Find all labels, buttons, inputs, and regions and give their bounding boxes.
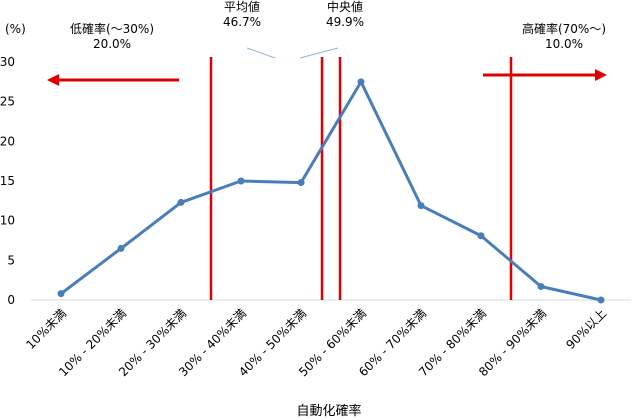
mean-annotation-value: 46.7%	[223, 15, 261, 29]
y-tick-label: 5	[7, 253, 15, 267]
y-tick-label: 10	[0, 214, 15, 228]
data-point	[537, 283, 545, 291]
annotations: 低確率(〜30%) 20.0% 平均値 46.7% 中央値 49.9% 高確率(…	[47, 0, 607, 86]
low-annotation-value: 20.0%	[93, 37, 131, 51]
y-tick-label: 25	[0, 95, 15, 109]
median-annotation-label: 中央値	[327, 0, 363, 14]
data-point	[477, 232, 485, 240]
data-point	[357, 78, 365, 86]
x-tick-label: 10%未満	[23, 306, 69, 352]
mean-leader-line	[246, 47, 276, 59]
median-annotation-value: 49.9%	[326, 15, 364, 29]
y-tick-label: 20	[0, 134, 15, 148]
reference-lines	[209, 57, 513, 300]
y-tick-label: 15	[0, 174, 15, 188]
y-tick-label: 30	[0, 55, 15, 69]
data-point	[597, 296, 605, 304]
series-layer	[57, 78, 605, 304]
high-annotation-label: 高確率(70%〜)	[522, 21, 606, 36]
median-leader-line	[299, 47, 339, 59]
mean-annotation-label: 平均値	[224, 0, 260, 14]
data-point	[117, 244, 125, 252]
data-point	[57, 290, 65, 298]
low-annotation-label: 低確率(〜30%)	[70, 21, 154, 36]
data-point	[237, 177, 245, 185]
y-tick-label: 0	[7, 293, 15, 307]
high-range-arrow-head	[595, 69, 607, 81]
y-axis-label: (%)	[5, 22, 26, 36]
data-point	[177, 198, 185, 206]
low-range-arrow-head	[47, 74, 59, 86]
series-line	[60, 80, 602, 302]
x-tick-label: 90%以上	[563, 306, 609, 352]
y-tick-labels: 0 5 10 15 20 25 30	[0, 55, 15, 307]
data-point	[417, 202, 425, 210]
high-annotation-value: 10.0%	[545, 37, 583, 51]
x-axis-title: 自動化確率	[296, 403, 361, 419]
data-point	[297, 179, 305, 187]
